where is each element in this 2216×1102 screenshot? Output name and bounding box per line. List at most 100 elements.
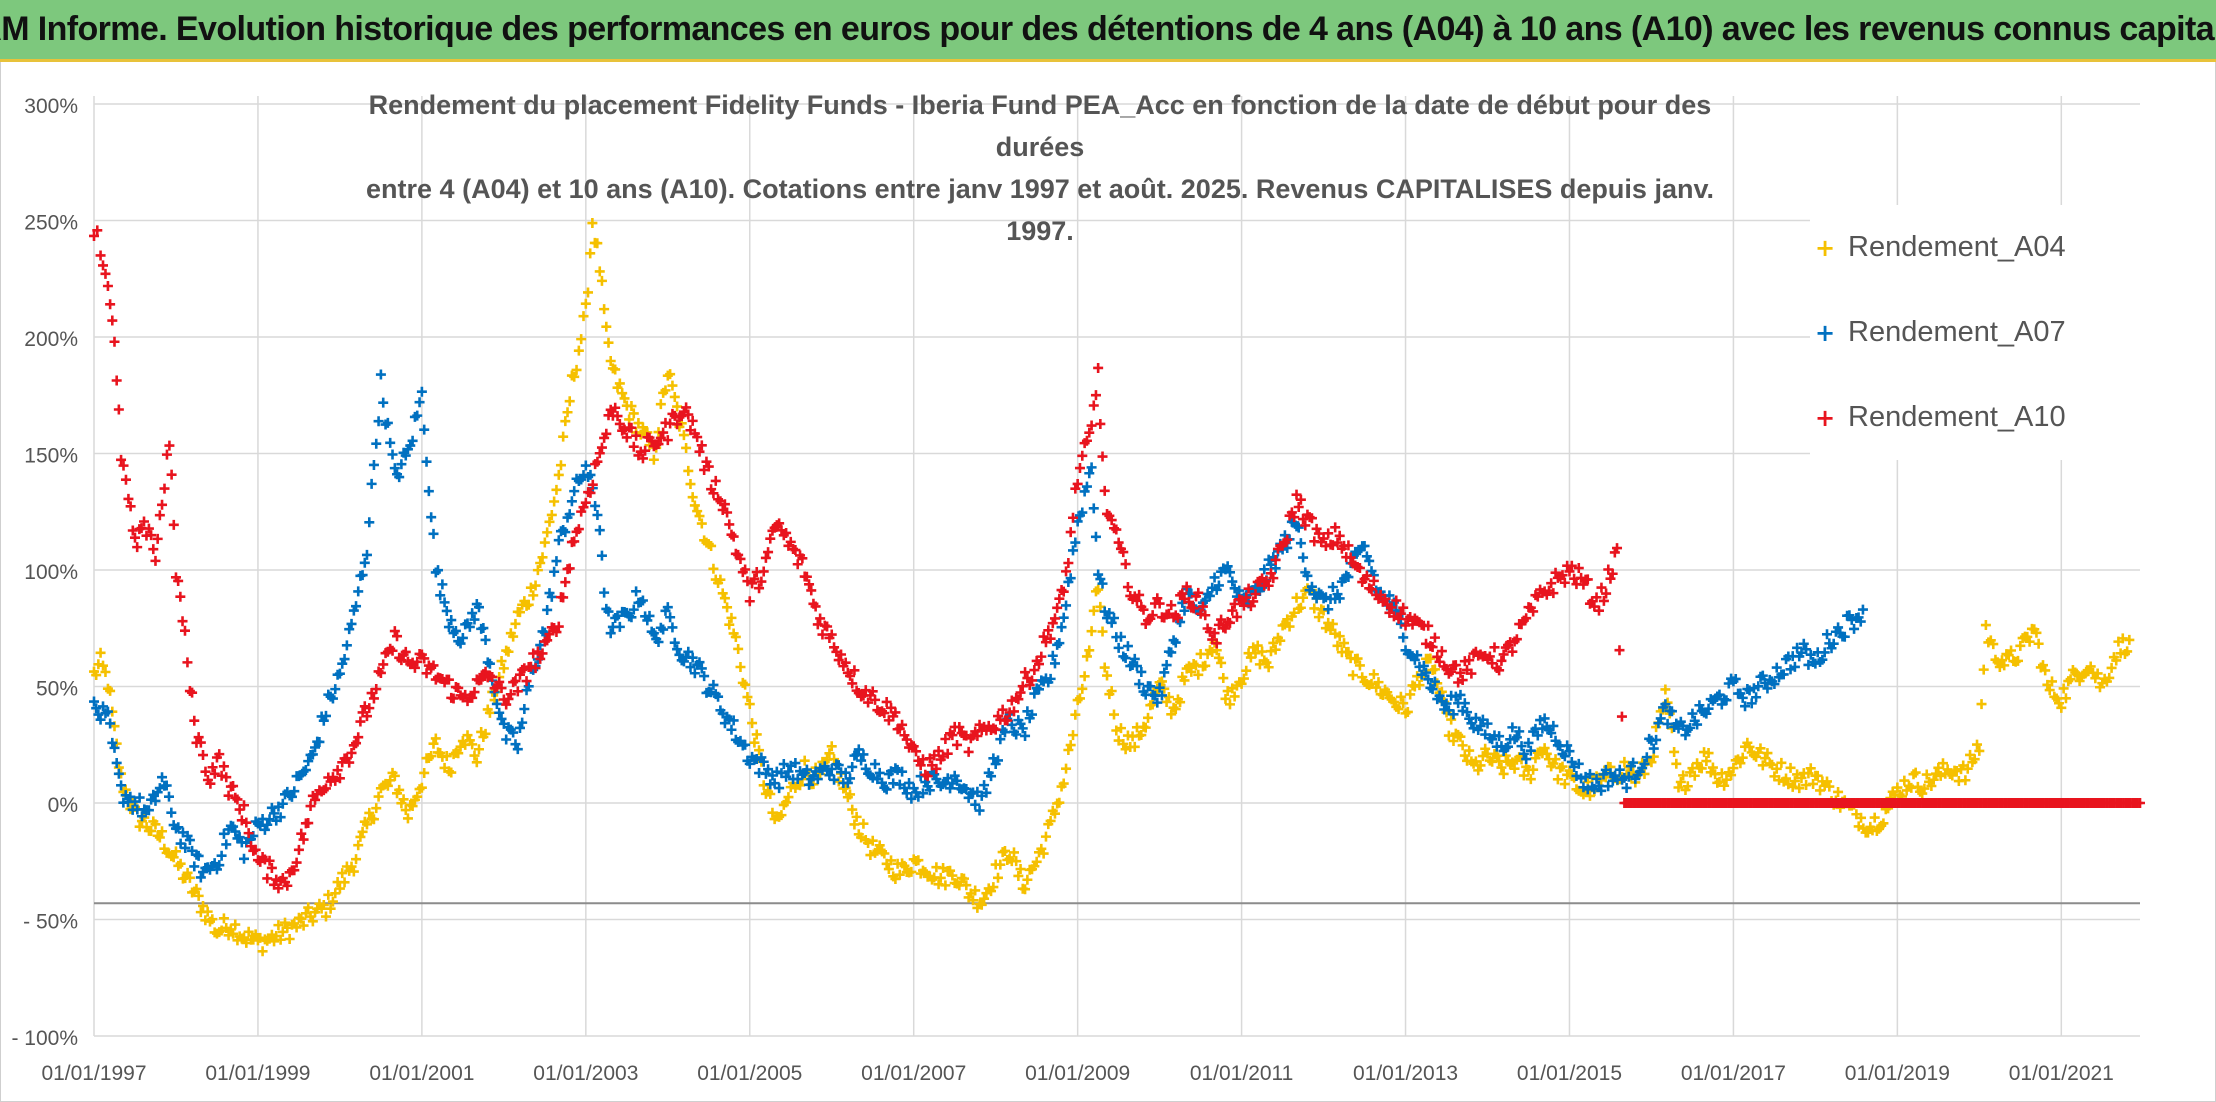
data-point-Rendement_A07 bbox=[457, 632, 468, 643]
data-point-Rendement_A10 bbox=[132, 542, 143, 553]
data-point-Rendement_A10 bbox=[476, 674, 487, 685]
data-point-Rendement_A04 bbox=[1049, 808, 1060, 819]
data-point-Rendement_A07 bbox=[833, 760, 844, 771]
data-point-Rendement_A07 bbox=[1701, 708, 1712, 719]
data-point-Rendement_A04 bbox=[1236, 678, 1247, 689]
x-tick-label: 01/01/1999 bbox=[205, 1062, 310, 1085]
data-point-Rendement_A10 bbox=[1197, 601, 1208, 612]
data-point-Rendement_A10 bbox=[157, 499, 168, 510]
data-point-Rendement_A07 bbox=[628, 604, 639, 615]
data-point-Rendement_A04 bbox=[1703, 748, 1714, 759]
data-point-Rendement_A04 bbox=[730, 631, 741, 642]
data-point-Rendement_A04 bbox=[976, 899, 987, 910]
data-point-Rendement_A07 bbox=[1462, 707, 1473, 718]
data-point-Rendement_A10 bbox=[1423, 620, 1434, 631]
data-point-Rendement_A10 bbox=[1330, 522, 1341, 533]
y-tick-label: 300% bbox=[24, 95, 78, 118]
data-point-Rendement_A07 bbox=[437, 579, 448, 590]
data-point-Rendement_A10 bbox=[1380, 593, 1391, 604]
data-point-Rendement_A04 bbox=[906, 866, 917, 877]
data-point-Rendement_A04 bbox=[1552, 774, 1563, 785]
data-point-Rendement_A07 bbox=[89, 696, 99, 707]
data-point-Rendement_A04 bbox=[1491, 750, 1502, 761]
data-point-Rendement_A07 bbox=[1833, 622, 1844, 633]
data-point-Rendement_A10 bbox=[179, 625, 190, 636]
data-point-Rendement_A07 bbox=[1740, 701, 1751, 712]
data-point-Rendement_A07 bbox=[435, 590, 446, 601]
data-point-Rendement_A07 bbox=[580, 460, 591, 471]
data-point-Rendement_A04 bbox=[1559, 779, 1570, 790]
data-point-Rendement_A10 bbox=[296, 828, 307, 839]
data-point-Rendement_A07 bbox=[1343, 572, 1354, 583]
data-point-Rendement_A10 bbox=[177, 616, 188, 627]
data-point-Rendement_A04 bbox=[498, 663, 509, 674]
data-point-Rendement_A04 bbox=[2106, 662, 2117, 673]
data-point-Rendement_A04 bbox=[1402, 706, 1413, 717]
data-point-Rendement_A10 bbox=[1166, 600, 1177, 611]
data-point-Rendement_A04 bbox=[1762, 748, 1773, 759]
data-point-Rendement_A04 bbox=[1058, 778, 1069, 789]
data-point-Rendement_A10 bbox=[243, 828, 254, 839]
data-point-Rendement_A04 bbox=[400, 805, 411, 816]
data-point-Rendement_A10 bbox=[1446, 666, 1457, 677]
y-tick-label: 100% bbox=[24, 561, 78, 584]
data-point-Rendement_A07 bbox=[1623, 771, 1634, 782]
data-point-Rendement_A04 bbox=[303, 902, 314, 913]
data-point-Rendement_A10 bbox=[806, 585, 817, 596]
data-point-Rendement_A04 bbox=[1129, 741, 1140, 752]
data-point-Rendement_A10 bbox=[102, 280, 113, 291]
data-point-Rendement_A04 bbox=[694, 511, 705, 522]
data-point-Rendement_A10 bbox=[209, 768, 220, 779]
data-point-Rendement_A07 bbox=[412, 410, 423, 421]
data-point-Rendement_A04 bbox=[1808, 778, 1819, 789]
data-point-Rendement_A10 bbox=[1243, 583, 1254, 594]
data-point-Rendement_A04 bbox=[1373, 677, 1384, 688]
data-point-Rendement_A10 bbox=[1318, 533, 1329, 544]
data-point-Rendement_A04 bbox=[799, 755, 810, 766]
data-point-Rendement_A10 bbox=[1049, 613, 1060, 624]
data-point-Rendement_A10 bbox=[1398, 602, 1409, 613]
data-point-Rendement_A07 bbox=[361, 549, 372, 560]
data-point-Rendement_A04 bbox=[1175, 697, 1186, 708]
data-point-Rendement_A04 bbox=[867, 835, 878, 846]
data-point-Rendement_A07 bbox=[1320, 592, 1331, 603]
data-point-Rendement_A07 bbox=[993, 755, 1004, 766]
data-point-Rendement_A10 bbox=[148, 544, 159, 555]
data-point-Rendement_A07 bbox=[1651, 734, 1662, 745]
data-point-Rendement_A04 bbox=[1646, 757, 1657, 768]
data-point-Rendement_A10 bbox=[1528, 606, 1539, 617]
data-point-Rendement_A04 bbox=[2117, 633, 2128, 644]
data-point-Rendement_A10 bbox=[510, 675, 521, 686]
data-point-Rendement_A10 bbox=[1489, 642, 1500, 653]
data-point-Rendement_A04 bbox=[733, 643, 744, 654]
data-point-Rendement_A10 bbox=[346, 747, 357, 758]
data-point-Rendement_A07 bbox=[877, 777, 888, 788]
data-point-Rendement_A07 bbox=[1259, 564, 1270, 575]
data-point-Rendement_A04 bbox=[1509, 763, 1520, 774]
data-point-Rendement_A07 bbox=[484, 658, 495, 669]
data-point-Rendement_A10 bbox=[754, 583, 765, 594]
data-point-Rendement_A07 bbox=[901, 788, 912, 799]
data-point-Rendement_A04 bbox=[1093, 584, 1104, 595]
data-point-Rendement_A04 bbox=[175, 858, 186, 869]
data-point-Rendement_A10 bbox=[1393, 613, 1404, 624]
data-point-Rendement_A10 bbox=[1045, 633, 1056, 644]
data-point-Rendement_A10 bbox=[1231, 611, 1242, 622]
data-point-Rendement_A04 bbox=[858, 818, 869, 829]
data-point-Rendement_A07 bbox=[1511, 732, 1522, 743]
data-point-Rendement_A04 bbox=[1787, 781, 1798, 792]
data-point-Rendement_A04 bbox=[1257, 646, 1268, 657]
data-point-Rendement_A10 bbox=[230, 792, 241, 803]
data-point-Rendement_A10 bbox=[291, 857, 302, 868]
data-point-Rendement_A10 bbox=[1200, 610, 1211, 621]
data-point-Rendement_A10 bbox=[1106, 515, 1117, 526]
data-point-Rendement_A07 bbox=[1306, 581, 1317, 592]
data-point-Rendement_A04 bbox=[453, 748, 464, 759]
data-point-Rendement_A07 bbox=[553, 535, 564, 546]
data-point-Rendement_A07 bbox=[161, 780, 172, 791]
data-point-Rendement_A04 bbox=[480, 728, 491, 739]
data-point-Rendement_A07 bbox=[1482, 718, 1493, 729]
data-point-Rendement_A10 bbox=[448, 693, 459, 704]
data-point-Rendement_A04 bbox=[105, 685, 116, 696]
